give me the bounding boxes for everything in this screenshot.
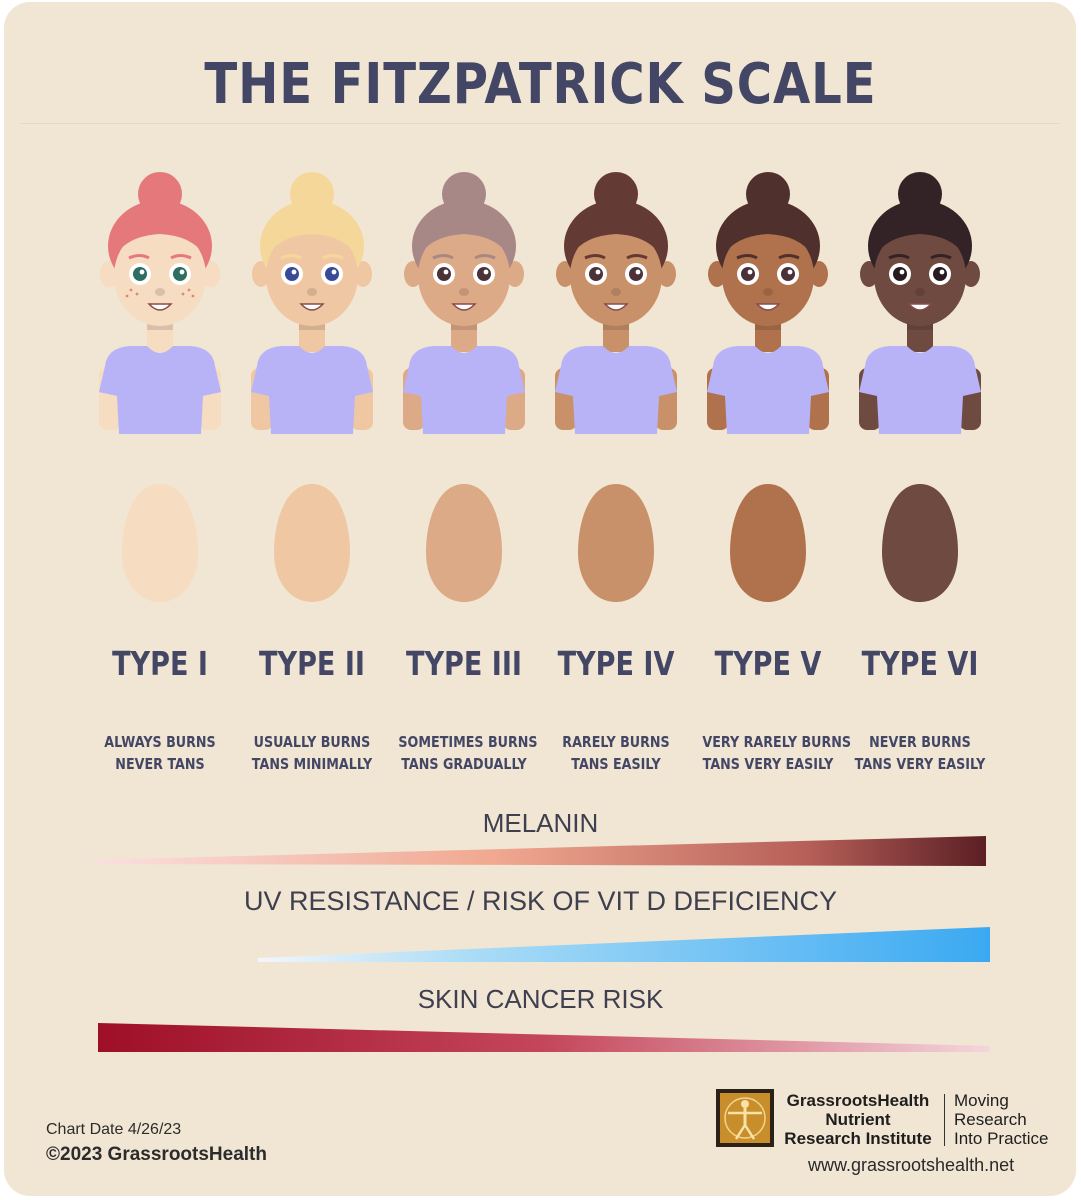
org-line: Research Institute (784, 1129, 932, 1148)
organization-name: GrassrootsHealth Nutrient Research Insti… (782, 1091, 934, 1148)
skin-tone-swatch (426, 484, 502, 602)
skin-tone-swatch (274, 484, 350, 602)
skin-tone-swatch (882, 484, 958, 602)
type-description: VERY RARELY BURNS TANS VERY EASILY (702, 731, 852, 775)
person-illustration (555, 172, 677, 434)
website-link[interactable]: www.grassrootshealth.net (808, 1155, 1015, 1175)
burn-text: SOMETIMES BURNS (398, 733, 538, 751)
tagline-line: Into Practice (954, 1129, 1049, 1148)
tan-text: NEVER TANS (115, 755, 205, 773)
org-line: Nutrient (825, 1110, 891, 1129)
infographic-card (4, 2, 1076, 1196)
type-description: SOMETIMES BURNS TANS GRADUALLY (398, 731, 538, 775)
uv-resistance-label: UV RESISTANCE / RISK OF VIT D DEFICIENCY (243, 886, 838, 916)
logo-divider (944, 1094, 945, 1146)
tan-text: TANS GRADUALLY (401, 755, 527, 773)
type-description: NEVER BURNS TANS VERY EASILY (854, 731, 986, 775)
melanin-label: MELANIN (482, 808, 599, 838)
page-title: THE FITZPATRICK SCALE (204, 52, 877, 117)
tan-text: TANS MINIMALLY (251, 755, 373, 773)
type-label: TYPE IV (557, 644, 675, 683)
burn-text: ALWAYS BURNS (104, 733, 216, 751)
person-illustration (99, 172, 221, 434)
tan-text: TANS VERY EASILY (702, 755, 834, 773)
type-label: TYPE III (405, 644, 523, 683)
title-divider (20, 123, 1060, 124)
skin-tone-swatch (122, 484, 198, 602)
type-label: TYPE I (112, 644, 208, 683)
person-illustration (707, 172, 829, 434)
person-illustration (859, 172, 981, 434)
tagline: Moving Research Into Practice (954, 1091, 1049, 1148)
skin-cancer-risk-label: SKIN CANCER RISK (417, 984, 664, 1014)
type-label: TYPE VI (861, 644, 979, 683)
melanin-wedge (94, 836, 986, 866)
uv-resistance-wedge (258, 927, 990, 962)
burn-text: RARELY BURNS (562, 733, 670, 751)
org-line: GrassrootsHealth (786, 1091, 930, 1110)
burn-text: VERY RARELY BURNS (702, 733, 852, 751)
vitruvian-logo-icon (716, 1089, 774, 1147)
skin-tone-swatch (730, 484, 806, 602)
type-description: RARELY BURNS TANS EASILY (550, 731, 681, 775)
chart-date: Chart Date 4/26/23 (46, 1121, 182, 1138)
tagline-line: Moving (954, 1091, 1009, 1110)
tan-text: TANS VERY EASILY (854, 755, 986, 773)
burn-text: NEVER BURNS (869, 733, 971, 751)
type-label: TYPE V (714, 644, 822, 683)
person-illustration (403, 172, 525, 434)
copyright: ©2023 GrassrootsHealth (46, 1144, 267, 1165)
burn-text: USUALLY BURNS (253, 733, 371, 751)
type-description: ALWAYS BURNS NEVER TANS (94, 731, 225, 775)
skin-cancer-risk-wedge (98, 1023, 990, 1052)
skin-tone-swatch (578, 484, 654, 602)
tagline-line: Research (954, 1110, 1027, 1129)
type-label: TYPE II (259, 644, 365, 683)
tan-text: TANS EASILY (571, 755, 661, 773)
person-illustration (251, 172, 373, 434)
type-description: USUALLY BURNS TANS MINIMALLY (246, 731, 377, 775)
